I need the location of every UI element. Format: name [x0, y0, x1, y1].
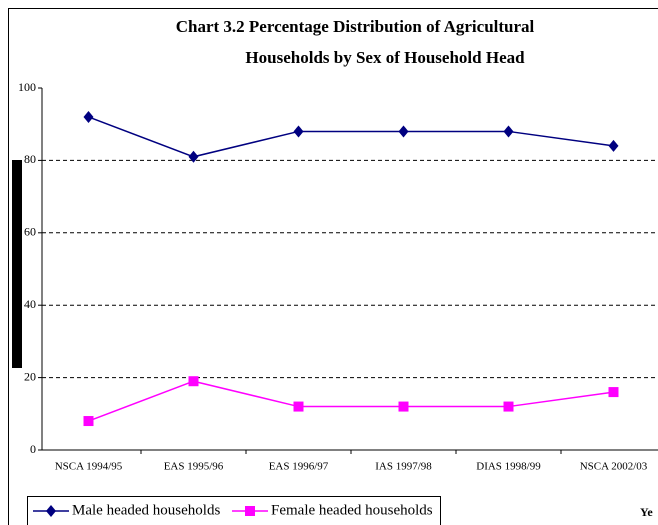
x-tick-label: DIAS 1998/99	[476, 461, 541, 473]
series-line	[88, 116, 614, 158]
marker	[188, 150, 199, 163]
x-tick-label: EAS 1996/97	[269, 461, 329, 473]
axis-label-block	[12, 160, 22, 368]
chart-title: Households by Sex of Household Head	[245, 48, 525, 67]
marker	[245, 506, 255, 516]
marker	[46, 505, 56, 517]
marker	[83, 110, 94, 123]
x-tick-label: NSCA 1994/95	[55, 461, 123, 473]
marker	[398, 125, 409, 138]
y-tick-label: 60	[24, 225, 36, 239]
chart-title: Chart 3.2 Percentage Distribution of Agr…	[176, 17, 535, 36]
x-axis-label: Ye	[640, 505, 653, 519]
marker	[608, 139, 619, 152]
x-tick-label: IAS 1997/98	[375, 461, 432, 473]
legend-label: Male headed households	[72, 502, 220, 518]
marker	[503, 125, 514, 138]
marker	[608, 387, 619, 398]
y-tick-label: 0	[30, 442, 36, 456]
marker	[188, 376, 199, 387]
series-line	[88, 380, 614, 422]
y-tick-label: 100	[18, 80, 36, 94]
marker	[83, 416, 94, 427]
marker	[503, 401, 514, 412]
legend-label: Female headed households	[271, 502, 433, 518]
x-tick-label: EAS 1995/96	[164, 461, 224, 473]
chart-frame	[8, 8, 658, 525]
x-tick-label: NSCA 2002/03	[580, 461, 648, 473]
marker	[398, 401, 409, 412]
y-tick-label: 40	[24, 297, 36, 311]
marker	[293, 401, 304, 412]
marker	[293, 125, 304, 138]
y-tick-label: 20	[24, 369, 36, 383]
y-tick-label: 80	[24, 152, 36, 166]
